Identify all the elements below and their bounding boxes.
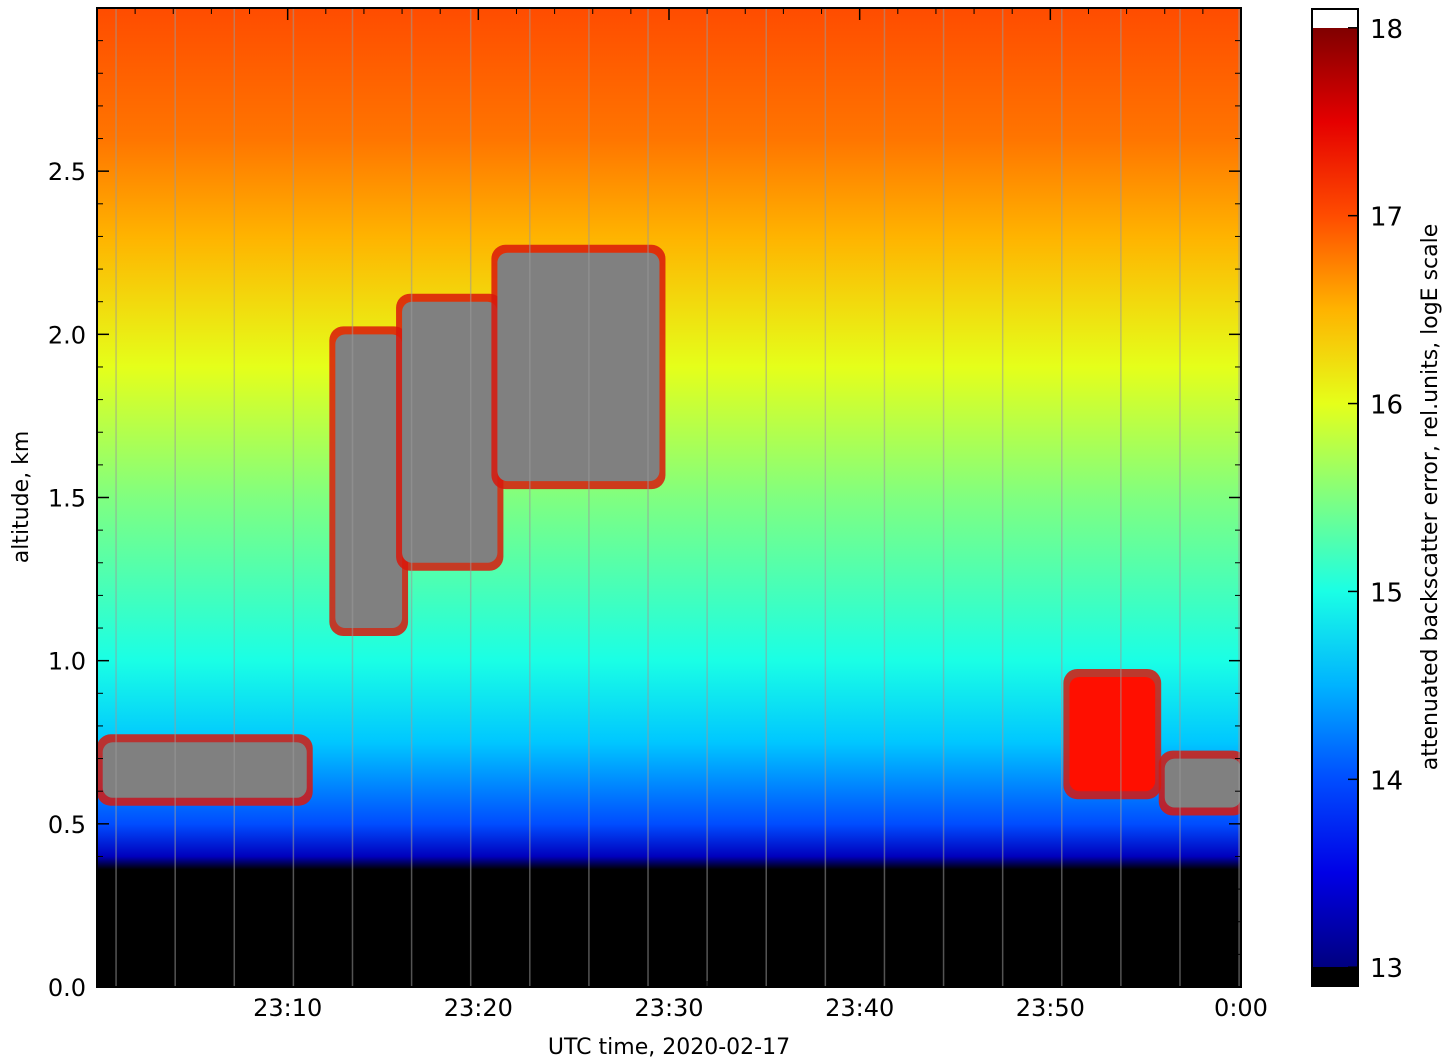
x-axis-ticks: 23:10 23:20 23:30 23:40 23:50 0:00 xyxy=(134,8,1268,1022)
y-axis-label: altitude, km xyxy=(9,431,34,564)
colorbar-tick-label: 16 xyxy=(1370,391,1403,421)
colorbar-over-segment xyxy=(1312,9,1358,28)
colorbar-tick-label: 15 xyxy=(1370,578,1403,608)
colorbar-label: attenuated backscatter error, rel.units,… xyxy=(1418,224,1443,771)
cloud-layer xyxy=(335,334,403,629)
colorbar-tick-label: 14 xyxy=(1370,766,1403,796)
colorbar-frame xyxy=(1311,8,1359,987)
y-tick-label: 1.5 xyxy=(48,485,86,513)
y-tick-label: 2.5 xyxy=(48,158,86,186)
colorbar: 13 14 15 16 17 18 attenuated backscatter erro… xyxy=(1311,8,1443,987)
cloud-layer xyxy=(102,742,307,798)
x-axis-label: UTC time, 2020-02-17 xyxy=(548,1035,790,1060)
x-tick-label: 23:30 xyxy=(634,994,703,1022)
x-tick-label: 23:20 xyxy=(444,994,513,1022)
profile-gap-lines xyxy=(115,8,1240,987)
x-tick-label: 23:10 xyxy=(253,994,322,1022)
y-tick-label: 0.0 xyxy=(48,974,86,1002)
x-tick-label: 23:40 xyxy=(825,994,894,1022)
x-tick-label: 0:00 xyxy=(1214,994,1268,1022)
y-tick-label: 2.0 xyxy=(48,321,86,349)
y-tick-label: 0.5 xyxy=(48,811,86,839)
colorbar-tick-label: 17 xyxy=(1370,203,1403,233)
colorbar-under-segment xyxy=(1312,967,1358,986)
cloud-layer xyxy=(402,301,498,563)
x-tick-label: 23:50 xyxy=(1016,994,1085,1022)
colorbar-gradient-bar xyxy=(1312,28,1358,967)
y-tick-label: 1.0 xyxy=(48,648,86,676)
heatmap-field xyxy=(97,8,1241,987)
plot-area xyxy=(97,8,1241,987)
cloud-layer xyxy=(1164,758,1241,808)
y-axis-ticks: 0.0 0.5 1.0 1.5 2.0 2.5 xyxy=(48,40,1241,1002)
cloud-layer xyxy=(1069,676,1156,792)
colorbar-ticks: 13 14 15 16 17 18 xyxy=(1348,15,1403,984)
cloud-layer xyxy=(497,252,660,482)
colorbar-tick-label: 13 xyxy=(1370,954,1403,984)
colorbar-tick-label: 18 xyxy=(1370,15,1403,45)
